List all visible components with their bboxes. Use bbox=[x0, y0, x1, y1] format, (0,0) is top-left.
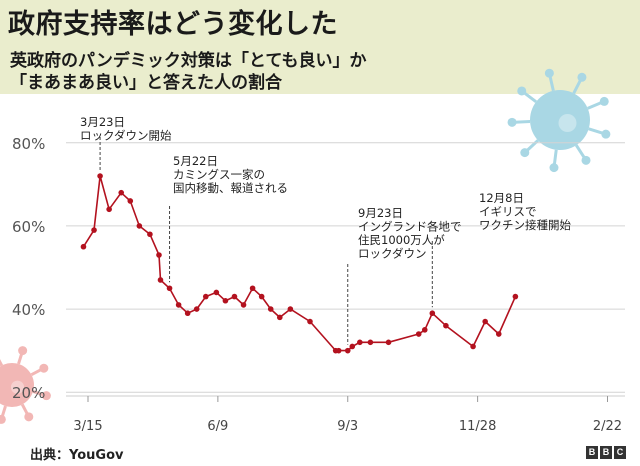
data-point bbox=[202, 293, 209, 300]
x-tick-label: 6/9 bbox=[207, 419, 228, 434]
data-point bbox=[127, 198, 134, 204]
logo-letter: B bbox=[586, 446, 598, 459]
virus-spike-tip bbox=[507, 117, 517, 127]
data-point bbox=[231, 293, 238, 300]
annotation-text: イングランド各地で bbox=[358, 220, 462, 234]
virus-spike-tip bbox=[601, 129, 611, 139]
y-tick-label: 60% bbox=[12, 218, 45, 236]
virus-spike-tip bbox=[41, 391, 51, 401]
virus-spike-tip bbox=[39, 363, 49, 373]
data-point bbox=[91, 227, 97, 233]
data-point bbox=[80, 243, 87, 250]
annotation-text: イギリスで bbox=[479, 205, 537, 219]
series-line bbox=[82, 175, 517, 352]
annotation-text: ロックダウン開始 bbox=[80, 129, 172, 143]
data-point bbox=[443, 322, 449, 329]
chart-subtitle-line-1: 英政府のパンデミック対策は「とても良い」か bbox=[10, 51, 367, 71]
y-axis-ticks: 80% 60% 40% 20% bbox=[12, 135, 45, 402]
virus-icon bbox=[0, 346, 51, 424]
annotation-text: カミングス一家の bbox=[173, 168, 265, 182]
x-axis-ticks: 3/15 6/9 9/3 11/28 2/22 bbox=[66, 395, 625, 434]
virus-spike-tip bbox=[599, 96, 609, 106]
x-tick-label: 11/28 bbox=[459, 419, 496, 434]
data-point bbox=[193, 306, 200, 312]
logo-letter: C bbox=[614, 446, 626, 459]
data-point bbox=[512, 293, 519, 300]
bbc-logo: B B C bbox=[586, 446, 626, 459]
data-point bbox=[307, 318, 313, 325]
virus-spike-tip bbox=[581, 155, 591, 165]
virus-body bbox=[0, 363, 34, 407]
annotation-text: 12月8日 bbox=[479, 191, 524, 205]
x-tick-label: 9/3 bbox=[337, 419, 358, 434]
data-point bbox=[276, 314, 283, 321]
annotation-text: 5月22日 bbox=[173, 154, 218, 168]
y-tick-label: 80% bbox=[12, 135, 45, 153]
virus-spike-tip bbox=[577, 72, 587, 82]
virus-spike-tip bbox=[517, 86, 527, 96]
x-tick-label: 2/22 bbox=[593, 419, 622, 434]
data-point bbox=[175, 302, 182, 308]
virus-spike-tip bbox=[549, 163, 559, 173]
data-point bbox=[213, 289, 220, 296]
data-point bbox=[222, 297, 229, 304]
data-point bbox=[349, 343, 356, 350]
data-point bbox=[429, 310, 436, 317]
series bbox=[80, 173, 519, 354]
data-point bbox=[267, 306, 274, 312]
data-point bbox=[357, 339, 363, 346]
source-credit: 出典：YouGov bbox=[30, 448, 124, 463]
data-point bbox=[118, 189, 125, 196]
logo-letter: B bbox=[600, 446, 612, 459]
data-point bbox=[106, 206, 112, 213]
virus-spike-tip bbox=[24, 412, 34, 422]
annotation-text: 3月23日 bbox=[80, 115, 125, 129]
annotation-text: ワクチン接種開始 bbox=[479, 218, 571, 232]
virus-spot bbox=[558, 114, 577, 132]
data-point bbox=[240, 302, 247, 308]
data-point bbox=[482, 318, 488, 325]
annotation-text: ロックダウン bbox=[358, 247, 427, 261]
data-point bbox=[495, 331, 502, 337]
annotation-text: 住民1000万人が bbox=[358, 233, 445, 247]
virus-spike bbox=[0, 359, 4, 367]
virus-spike-tip bbox=[520, 148, 530, 158]
data-point bbox=[287, 306, 294, 312]
annotation-text: 9月23日 bbox=[358, 206, 403, 220]
data-point bbox=[97, 173, 103, 179]
x-tick-label: 3/15 bbox=[73, 419, 102, 434]
virus-spot bbox=[10, 380, 25, 394]
y-tick-label: 20% bbox=[12, 384, 45, 402]
gridlines bbox=[66, 142, 625, 393]
data-point bbox=[385, 339, 392, 346]
data-point bbox=[258, 293, 265, 300]
data-point bbox=[415, 331, 422, 337]
data-point bbox=[184, 310, 191, 317]
data-point bbox=[470, 343, 476, 350]
data-point bbox=[335, 347, 342, 354]
virus-spike-tip bbox=[18, 346, 28, 356]
virus-spike-tip bbox=[0, 414, 6, 424]
data-point bbox=[367, 339, 374, 346]
data-point bbox=[249, 285, 256, 292]
virus-spike-tip bbox=[544, 68, 554, 78]
annotation-text: 国内移動、報道される bbox=[173, 181, 288, 195]
chart-subtitle-line-2: 「まあまあ良い」と答えた人の割合 bbox=[10, 73, 282, 93]
data-point bbox=[136, 223, 143, 229]
data-point bbox=[344, 347, 351, 354]
y-tick-label: 40% bbox=[12, 301, 45, 319]
virus-body bbox=[530, 90, 590, 150]
virus-icon bbox=[507, 68, 611, 173]
chart-title: 政府支持率はどう変化した bbox=[8, 9, 338, 40]
data-point bbox=[156, 252, 162, 258]
data-point bbox=[157, 277, 164, 283]
data-point bbox=[147, 231, 153, 238]
data-point bbox=[421, 327, 428, 333]
data-point bbox=[166, 285, 173, 292]
header-band: 政府支持率はどう変化した 英政府のパンデミック対策は「とても良い」か 「まあまあ… bbox=[0, 0, 640, 94]
